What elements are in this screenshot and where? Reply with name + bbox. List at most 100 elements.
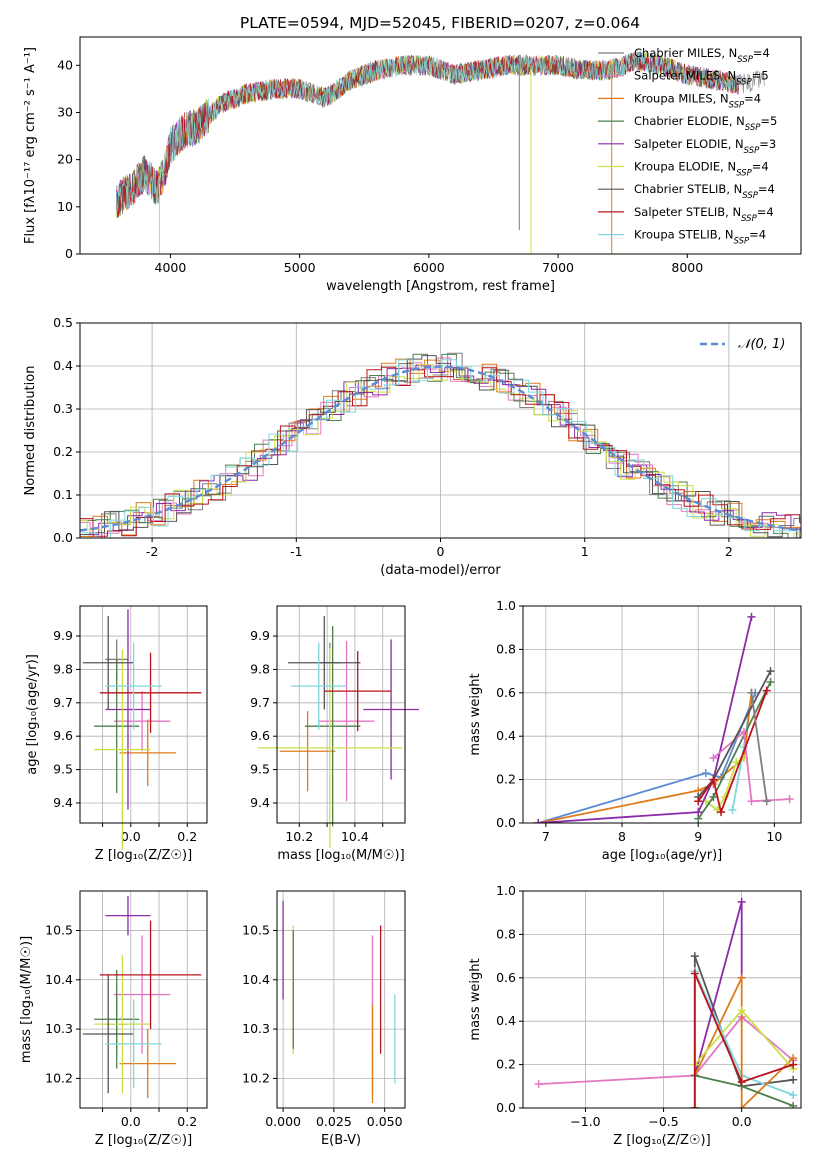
weight-marker xyxy=(785,795,794,804)
y-tick-label: 10.5 xyxy=(45,922,73,937)
weight-marker xyxy=(766,667,775,676)
y-tick-label: 9.6 xyxy=(53,728,73,743)
weight-marker xyxy=(747,612,756,621)
y-axis-label: age [log₁₀(age/yr)] xyxy=(25,654,40,775)
y-tick-label: 0.5 xyxy=(53,315,73,330)
y-tick-label: 10 xyxy=(57,199,73,214)
gaussian-curve xyxy=(79,365,802,532)
axes-frame xyxy=(276,890,406,1109)
weight-line xyxy=(693,955,794,1108)
x-tick-label: 0.0 xyxy=(121,1114,141,1129)
legend-label: 𝒩(0, 1) xyxy=(738,337,785,352)
weight-marker xyxy=(728,805,737,814)
x-tick-label: 0.0 xyxy=(121,829,141,844)
y-tick-label: 0.0 xyxy=(496,815,516,830)
y-tick-label: 9.8 xyxy=(53,661,73,676)
weight-marker xyxy=(739,727,748,736)
histogram-step xyxy=(80,366,801,537)
y-tick-label: 9.6 xyxy=(250,728,270,743)
y-tick-label: 0.8 xyxy=(496,641,516,656)
x-tick-label: 10.2 xyxy=(285,829,313,844)
y-tick-label: 10.5 xyxy=(242,922,270,937)
spectrum-line xyxy=(115,52,740,217)
weight-marker xyxy=(789,1075,798,1084)
panel-age_vs_mass: 10.2 10.4 9.4 9.5 9.6 9.7 9.8 9.9 mass [log₁₀(M/… xyxy=(250,605,419,863)
panel-weight_vs_Z: −1.0 −0.5 0.0 0.0 0.2 0.4 0.6 0.8 1.0 Z [log₁₀(Z/… xyxy=(468,883,802,1148)
y-tick-label: 0.0 xyxy=(53,530,73,545)
legend-label: Chabrier MILES, NSSP=4 xyxy=(634,46,770,65)
x-axis-label: mass [log₁₀(M/M☉)] xyxy=(277,848,404,863)
axes-frame xyxy=(79,322,802,539)
histogram-step xyxy=(84,364,801,535)
weight-line xyxy=(694,1074,794,1107)
y-tick-label: 9.8 xyxy=(250,661,270,676)
weight-line xyxy=(712,730,790,803)
x-tick-label: 0.0 xyxy=(732,1114,752,1129)
axes-frame xyxy=(79,890,208,1109)
weight-marker xyxy=(737,1006,746,1015)
weight-line xyxy=(537,692,757,823)
x-tick-label: 9 xyxy=(694,829,702,844)
y-tick-label: 9.4 xyxy=(250,795,270,810)
legend-label: Kroupa ELODIE, NSSP=4 xyxy=(634,160,769,179)
x-axis-label: (data-model)/error xyxy=(380,563,501,578)
x-tick-label: −1.0 xyxy=(570,1114,600,1129)
y-tick-label: 0.1 xyxy=(53,487,73,502)
x-tick-label: 4000 xyxy=(155,260,187,275)
x-tick-label: 0.2 xyxy=(177,829,197,844)
x-tick-label: 10.4 xyxy=(341,829,369,844)
x-tick-label: 0 xyxy=(437,544,445,559)
legend-label: Salpeter MILES, NSSP=5 xyxy=(634,69,769,88)
weight-marker xyxy=(766,677,775,686)
legend-label: Chabrier STELIB, NSSP=4 xyxy=(634,182,775,201)
weight-marker xyxy=(747,688,756,697)
x-tick-label: 2 xyxy=(725,544,733,559)
y-tick-label: 0.8 xyxy=(496,926,516,941)
weight-marker xyxy=(717,808,726,817)
y-tick-label: 0.6 xyxy=(496,970,516,985)
weight-line xyxy=(693,970,794,1096)
weight-marker xyxy=(694,797,703,806)
x-tick-label: -2 xyxy=(146,544,158,559)
weight-marker xyxy=(690,952,699,961)
axes-frame xyxy=(79,605,208,824)
panel-age_vs_Z: 0.0 0.2 9.4 9.5 9.6 9.7 9.8 9.9 Z [log₁₀(Z/Z☉)] a… xyxy=(25,605,208,863)
weight-marker xyxy=(762,686,771,695)
x-tick-label: −0.5 xyxy=(648,1114,678,1129)
x-axis-label: E(B-V) xyxy=(321,1133,361,1148)
y-tick-label: 1.0 xyxy=(496,598,516,613)
panel-mass_vs_Z: 0.0 0.2 10.2 10.3 10.4 10.5 Z [log₁₀(Z/Z☉)] mas… xyxy=(19,890,208,1148)
axes-frame xyxy=(276,605,406,824)
y-tick-label: 9.4 xyxy=(53,795,73,810)
histogram-step xyxy=(80,357,801,538)
legend-label: Kroupa STELIB, NSSP=4 xyxy=(634,228,766,247)
weight-marker xyxy=(737,1104,746,1108)
y-tick-label: 1.0 xyxy=(496,883,516,898)
legend-label: Salpeter ELODIE, NSSP=3 xyxy=(634,137,776,156)
y-tick-label: 0.4 xyxy=(496,1013,516,1028)
y-tick-label: 9.5 xyxy=(53,762,73,777)
y-tick-label: 30 xyxy=(57,104,73,119)
y-tick-label: 0.3 xyxy=(53,401,73,416)
histogram-step xyxy=(80,355,801,538)
weight-line xyxy=(538,616,753,823)
y-tick-label: 9.9 xyxy=(53,628,73,643)
weight-marker xyxy=(789,1090,798,1099)
y-tick-label: 10.3 xyxy=(45,1021,73,1036)
y-tick-label: 0.2 xyxy=(496,1057,516,1072)
y-tick-label: 0.2 xyxy=(53,444,73,459)
weight-marker xyxy=(709,753,718,762)
axes-frame xyxy=(79,36,802,255)
panel-residuals: -2 -1 0 1 2 0.0 0.1 0.2 0.3 0.4 0.5 (data-model)/er… xyxy=(23,315,802,578)
legend-label: Kroupa MILES, NSSP=4 xyxy=(634,91,761,110)
x-axis-label: wavelength [Angstrom, rest frame] xyxy=(326,279,555,294)
x-tick-label: 6000 xyxy=(413,260,445,275)
weight-line xyxy=(750,692,768,802)
x-tick-label: 8 xyxy=(618,829,626,844)
weight-marker xyxy=(789,1060,798,1069)
legend-label: Chabrier ELODIE, NSSP=5 xyxy=(634,114,777,133)
weight-marker xyxy=(701,769,710,778)
x-tick-label: 10 xyxy=(766,829,782,844)
weight-marker xyxy=(737,973,746,982)
x-axis-label: Z [log₁₀(Z/Z☉)] xyxy=(613,1133,710,1148)
